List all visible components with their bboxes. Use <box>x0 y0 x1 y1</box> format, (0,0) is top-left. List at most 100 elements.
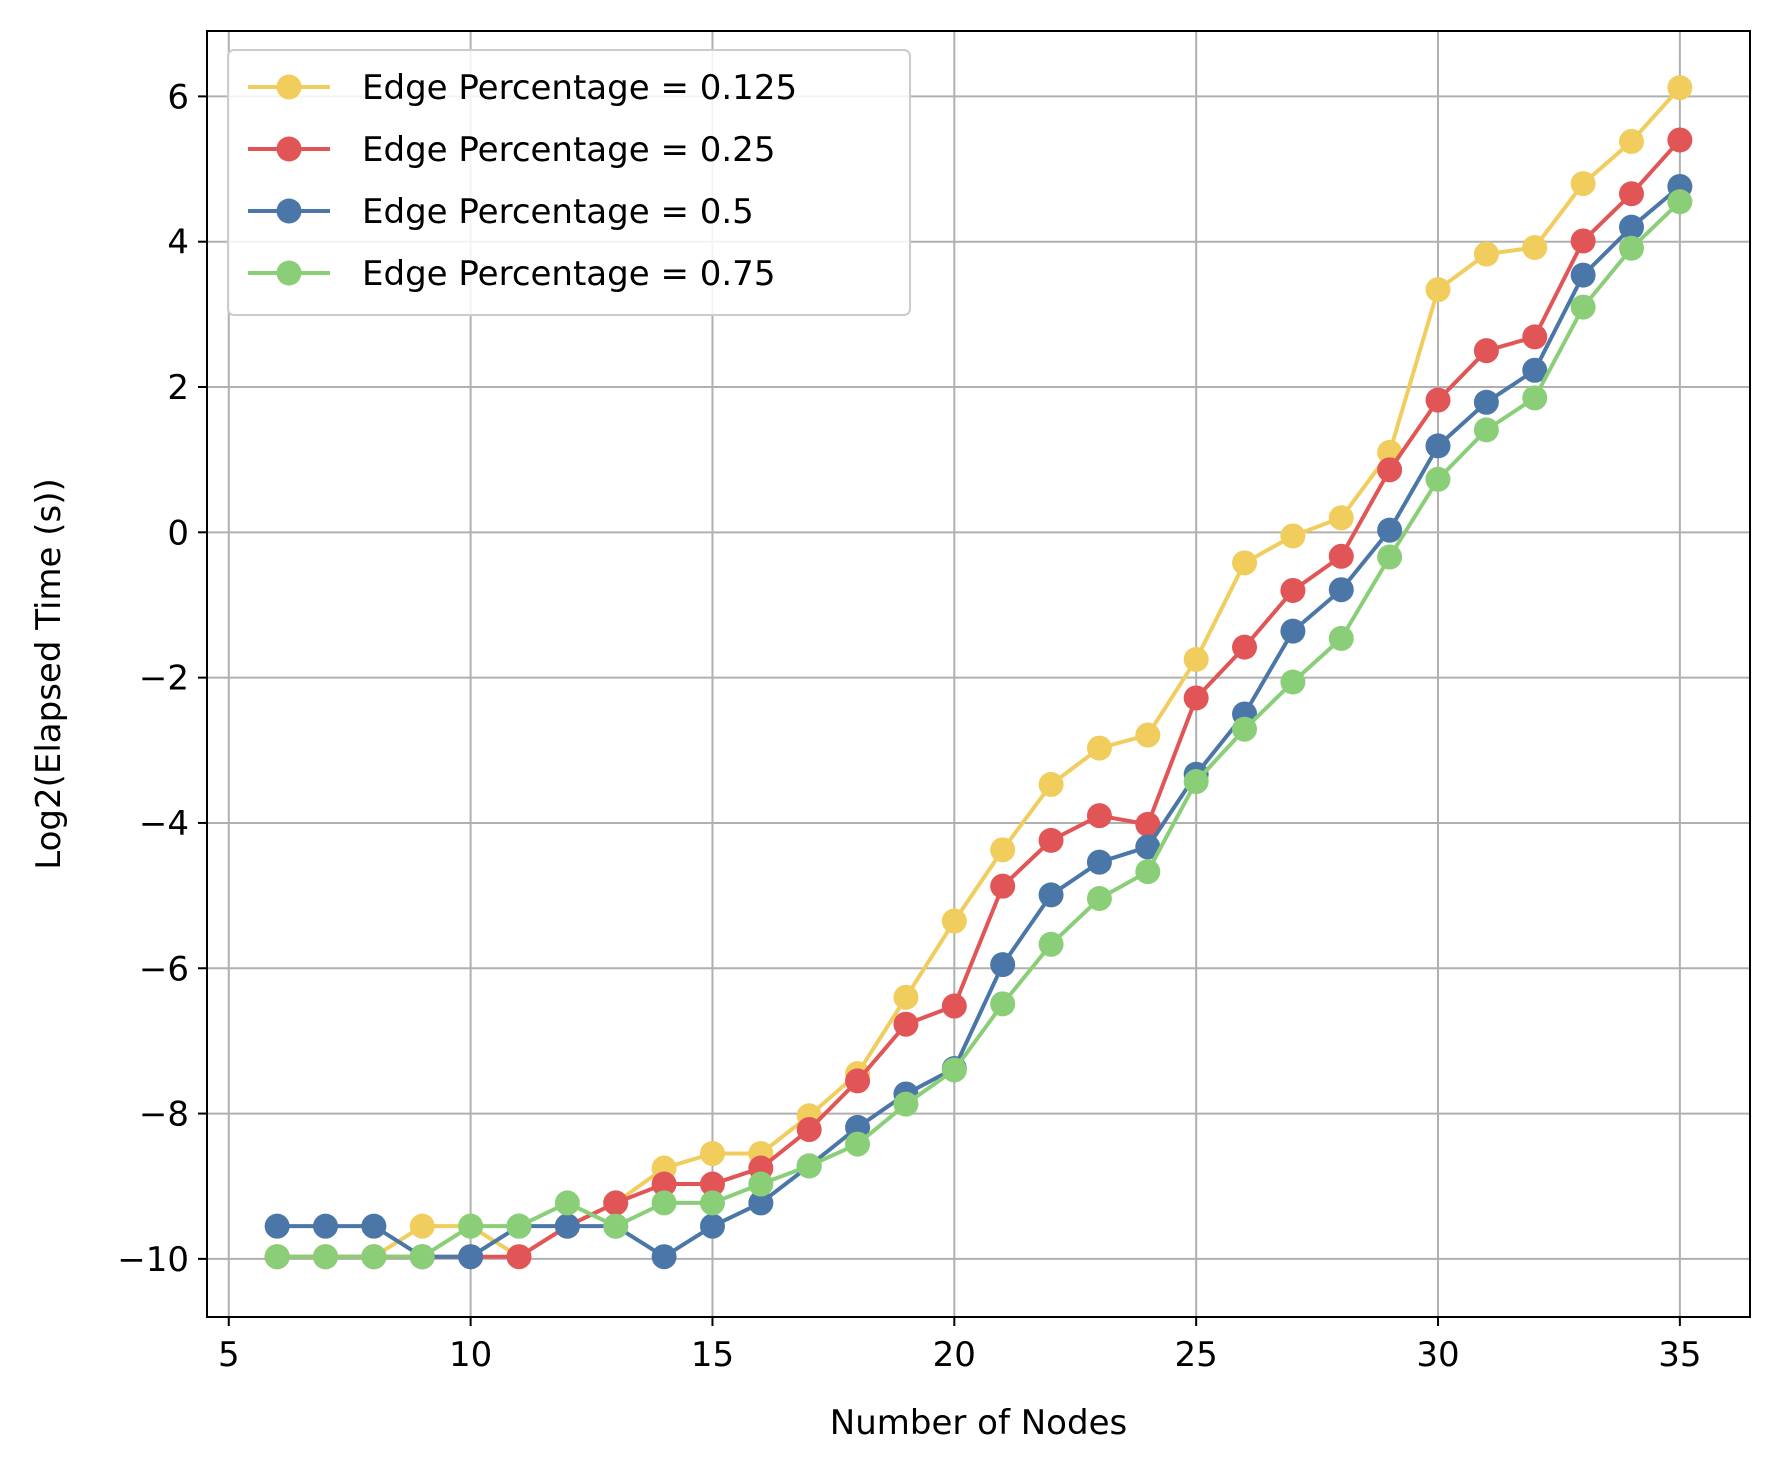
data-point <box>1135 811 1161 837</box>
y-tick-label: 2 <box>167 368 189 408</box>
y-tick-label: −6 <box>139 949 189 989</box>
series-group <box>264 75 1693 1270</box>
data-point <box>651 1190 677 1216</box>
data-point <box>893 984 919 1010</box>
data-point <box>1667 189 1693 215</box>
data-point <box>845 1131 871 1157</box>
x-tick-label: 35 <box>1658 1335 1701 1375</box>
legend-marker <box>276 198 302 224</box>
data-point <box>1328 625 1354 651</box>
data-point <box>1377 457 1403 483</box>
data-point <box>1038 882 1064 908</box>
data-point <box>1135 722 1161 748</box>
legend-item: Edge Percentage = 0.5 <box>248 192 754 232</box>
legend-label: Edge Percentage = 0.25 <box>362 130 775 170</box>
data-point <box>264 1213 290 1239</box>
x-tick-label: 15 <box>691 1335 734 1375</box>
data-point <box>1618 235 1644 261</box>
legend-label: Edge Percentage = 0.75 <box>362 254 775 294</box>
data-point <box>458 1244 484 1270</box>
data-point <box>1522 324 1548 350</box>
data-point <box>748 1171 774 1197</box>
data-point <box>1425 387 1451 413</box>
data-point <box>1086 803 1112 829</box>
data-point <box>1618 128 1644 154</box>
x-tick-label: 30 <box>1416 1335 1459 1375</box>
data-point <box>1570 228 1596 254</box>
data-point <box>941 1057 967 1083</box>
y-tick-label: 0 <box>167 513 189 553</box>
x-tick-label: 5 <box>218 1335 240 1375</box>
data-point <box>409 1244 435 1270</box>
data-point <box>1570 294 1596 320</box>
data-point <box>1522 385 1548 411</box>
data-point <box>1232 634 1258 660</box>
data-point <box>1280 669 1306 695</box>
data-point <box>1618 181 1644 207</box>
legend-marker <box>276 74 302 100</box>
data-point <box>1038 827 1064 853</box>
data-point <box>941 908 967 934</box>
y-tick-label: −4 <box>139 804 189 844</box>
data-point <box>651 1244 677 1270</box>
x-tick-label: 20 <box>933 1335 976 1375</box>
data-point <box>893 1091 919 1117</box>
legend-item: Edge Percentage = 0.75 <box>248 254 775 294</box>
data-point <box>1328 577 1354 603</box>
data-point <box>796 1153 822 1179</box>
data-point <box>1667 127 1693 153</box>
data-point <box>893 1011 919 1037</box>
data-point <box>990 873 1016 899</box>
data-point <box>506 1213 532 1239</box>
data-point <box>699 1190 725 1216</box>
y-tick-label: 6 <box>167 77 189 117</box>
data-point <box>990 837 1016 863</box>
data-point <box>1425 466 1451 492</box>
data-point <box>1232 716 1258 742</box>
data-point <box>1038 931 1064 957</box>
plot-frame <box>206 30 1751 1318</box>
data-point <box>1328 543 1354 569</box>
data-point <box>1280 618 1306 644</box>
data-point <box>1377 544 1403 570</box>
legend-marker <box>276 260 302 286</box>
data-point <box>1618 214 1644 240</box>
data-point <box>651 1171 677 1197</box>
data-point <box>506 1244 532 1270</box>
legend-item: Edge Percentage = 0.125 <box>248 68 797 108</box>
y-tick-label: −2 <box>139 659 189 699</box>
data-point <box>1425 277 1451 303</box>
data-point <box>1183 646 1209 672</box>
x-axis-label: Number of Nodes <box>830 1403 1127 1443</box>
data-point <box>603 1213 629 1239</box>
legend-item: Edge Percentage = 0.25 <box>248 130 775 170</box>
data-point <box>361 1213 387 1239</box>
data-point <box>699 1171 725 1197</box>
legend-label: Edge Percentage = 0.5 <box>362 192 754 232</box>
data-point <box>941 993 967 1019</box>
data-point <box>603 1190 629 1216</box>
legend: Edge Percentage = 0.125 Edge Percentage =… <box>227 49 911 316</box>
y-axis-label: Log2(Elapsed Time (s)) <box>29 478 69 870</box>
data-point <box>1232 550 1258 576</box>
data-point <box>1135 834 1161 860</box>
data-point <box>1086 735 1112 761</box>
y-tick-label: −10 <box>117 1240 189 1280</box>
data-point <box>1473 338 1499 364</box>
data-point <box>1183 685 1209 711</box>
data-point <box>554 1213 580 1239</box>
data-point <box>1522 235 1548 261</box>
data-point <box>1086 849 1112 875</box>
data-point <box>990 991 1016 1017</box>
data-point <box>796 1117 822 1143</box>
data-point <box>1086 886 1112 912</box>
legend-marker <box>276 136 302 162</box>
legend-label: Edge Percentage = 0.125 <box>362 68 797 108</box>
y-tick-label: 4 <box>167 223 189 263</box>
data-point <box>1038 771 1064 797</box>
data-point <box>1280 523 1306 549</box>
data-point <box>1425 433 1451 459</box>
data-point <box>1473 417 1499 443</box>
data-point <box>409 1213 435 1239</box>
